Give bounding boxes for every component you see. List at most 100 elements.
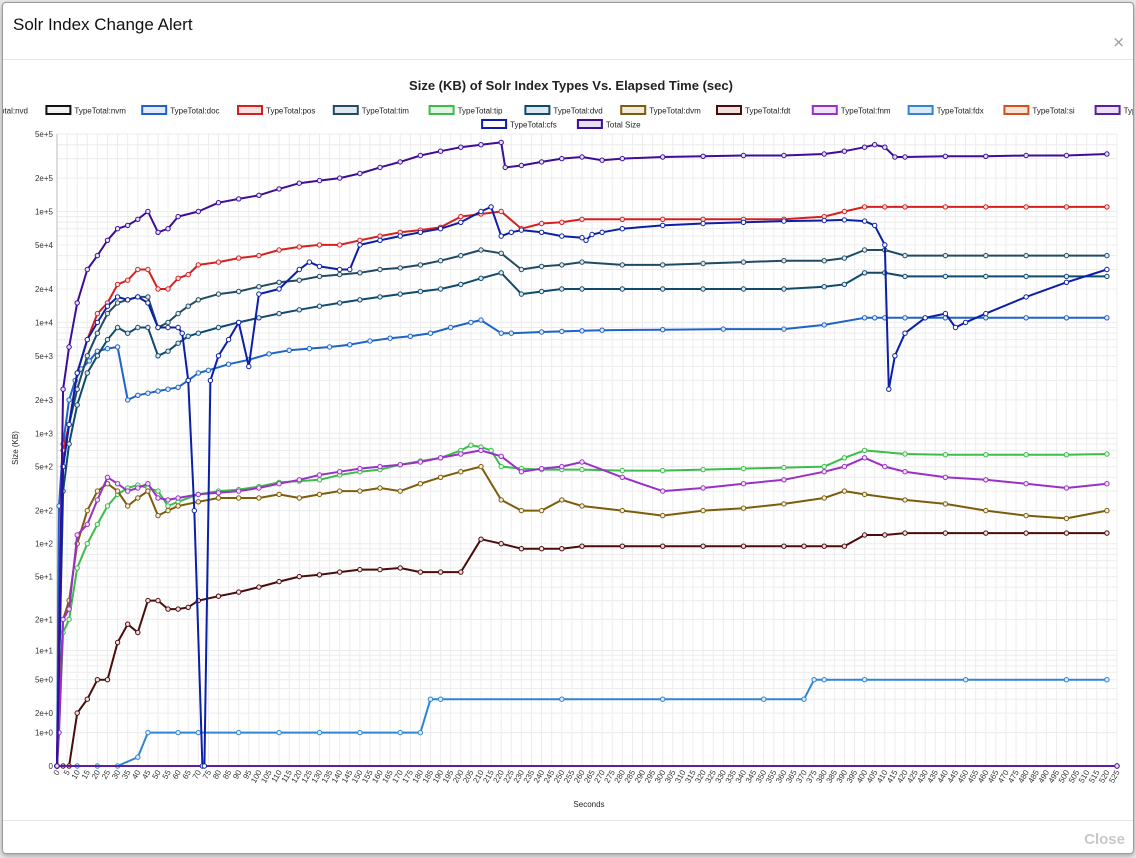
data-point (538, 329, 545, 335)
data-point (821, 151, 827, 157)
data-point (215, 353, 222, 359)
data-point (125, 397, 131, 403)
data-point (397, 462, 403, 468)
data-point (599, 327, 605, 333)
data-point (195, 330, 202, 336)
data-point (437, 286, 444, 292)
data-point (417, 459, 424, 465)
data-point (86, 358, 93, 364)
data-point (821, 322, 827, 328)
data-point (179, 330, 185, 336)
close-button[interactable]: Close (1084, 831, 1125, 848)
data-point (1104, 252, 1110, 259)
data-point (175, 310, 181, 317)
data-point (165, 497, 171, 503)
close-x-icon[interactable]: × (1112, 33, 1125, 51)
data-point (1023, 294, 1029, 300)
data-point (54, 763, 60, 769)
data-point (155, 512, 161, 519)
data-point (458, 213, 464, 220)
data-point (902, 154, 908, 160)
data-point (316, 242, 323, 248)
data-point (74, 532, 80, 538)
y-tick-label: 2e+4 (35, 285, 54, 294)
data-point (236, 255, 242, 261)
data-point (902, 273, 908, 280)
data-point (619, 286, 625, 292)
data-point (377, 237, 383, 244)
data-point (306, 345, 313, 352)
data-point (94, 319, 101, 326)
data-point (841, 488, 848, 494)
data-point (84, 507, 91, 514)
data-point (559, 262, 565, 268)
data-point (104, 237, 111, 244)
data-point (660, 222, 666, 229)
data-point (357, 242, 363, 248)
data-point (740, 543, 747, 549)
data-point (236, 589, 242, 595)
data-point (215, 593, 222, 599)
data-point (175, 324, 181, 331)
data-point (1023, 315, 1029, 321)
data-point (316, 303, 323, 309)
data-point (498, 541, 504, 547)
data-point (256, 252, 262, 259)
data-point (337, 242, 343, 248)
data-point (983, 310, 989, 317)
data-point (518, 291, 525, 297)
data-point (60, 386, 66, 392)
data-point (135, 485, 141, 491)
data-point (458, 451, 464, 457)
data-point (942, 530, 949, 536)
data-point (437, 258, 444, 264)
data-point (700, 485, 706, 491)
data-point (114, 281, 121, 288)
data-point (66, 606, 72, 612)
data-point (357, 729, 363, 736)
data-point (125, 621, 131, 627)
data-point (882, 144, 888, 150)
data-point (781, 543, 787, 549)
data-point (84, 336, 91, 343)
legend-swatch (141, 105, 168, 115)
data-point (114, 324, 121, 331)
data-point (962, 319, 969, 326)
data-point (165, 286, 171, 292)
data-point (377, 164, 383, 171)
data-point (1023, 273, 1029, 280)
data-point (195, 370, 202, 376)
data-point (488, 204, 494, 210)
y-tick-label: 5e+5 (35, 130, 54, 139)
data-point (347, 342, 353, 348)
y-tick-label: 5e+3 (35, 352, 54, 361)
data-point (256, 192, 262, 199)
data-point (821, 495, 827, 501)
data-point (962, 677, 969, 683)
data-point (377, 266, 383, 273)
data-point (296, 307, 302, 313)
data-point (215, 495, 222, 501)
legend-item: TypeTotal:pos (237, 105, 315, 116)
data-point (498, 233, 504, 239)
data-point (427, 330, 434, 336)
data-point (437, 474, 444, 480)
data-point (377, 485, 383, 491)
data-point (861, 447, 868, 454)
data-point (165, 319, 171, 326)
data-point (94, 497, 101, 503)
data-point (518, 507, 525, 514)
data-point (518, 227, 525, 233)
data-point (478, 247, 484, 253)
data-point (478, 208, 484, 215)
data-point (1023, 530, 1029, 536)
data-point (316, 572, 323, 578)
data-point (397, 488, 403, 494)
data-point (215, 490, 222, 496)
data-point (1104, 530, 1110, 536)
data-point (619, 467, 625, 474)
data-point (165, 507, 171, 514)
grid (56, 133, 1118, 767)
data-point (145, 324, 151, 331)
data-point (559, 233, 565, 239)
